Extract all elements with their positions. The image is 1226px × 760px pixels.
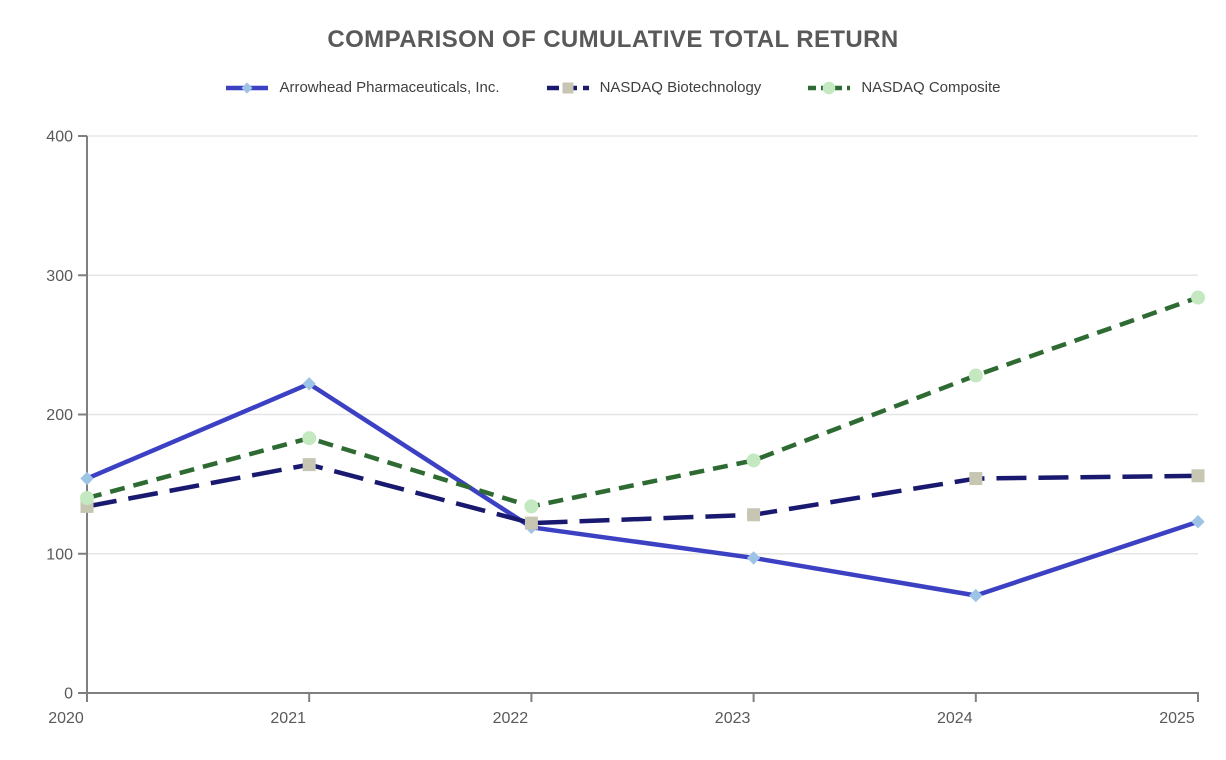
data-point-square [302, 458, 316, 472]
legend-marker-circle [823, 81, 836, 94]
legend-label: NASDAQ Biotechnology [599, 79, 762, 96]
legend-line-diamond-icon [226, 81, 269, 94]
x-tick-label: 2020 [48, 710, 84, 727]
x-tick-label: 2023 [715, 710, 751, 727]
data-point-diamond [80, 471, 94, 486]
chart-title: COMPARISON OF CUMULATIVE TOTAL RETURN [327, 26, 899, 53]
legend-label: NASDAQ Composite [861, 79, 1001, 96]
data-point-circle [524, 499, 539, 514]
y-tick-label: 300 [46, 268, 73, 285]
x-tick-label: 2025 [1159, 710, 1195, 727]
data-point-diamond [746, 551, 761, 565]
series-nasdaq-composite [80, 290, 1205, 514]
series-line [86, 462, 1199, 526]
legend-marker-square [562, 82, 574, 93]
data-point-diamond [302, 377, 316, 391]
legend-label: Arrowhead Pharmaceuticals, Inc. [279, 79, 500, 96]
data-point-circle [746, 453, 761, 468]
legend-item-nasdaq-biotechnology: NASDAQ Biotechnology [546, 79, 762, 96]
series-nasdaq-biotechnology [80, 458, 1205, 530]
legend-item-arrowhead-pharmaceuticals: Arrowhead Pharmaceuticals, Inc. [225, 79, 500, 96]
data-point-circle [968, 368, 983, 383]
legend-line-square-icon [546, 82, 589, 93]
data-point-square [524, 516, 538, 530]
y-tick-label: 200 [46, 407, 73, 424]
y-tick-label: 100 [46, 546, 73, 563]
data-point-square [1191, 469, 1205, 483]
data-point-diamond [969, 588, 983, 603]
data-point-circle [302, 431, 317, 446]
y-tick-label: 0 [64, 686, 73, 703]
data-point-circle [1191, 290, 1205, 305]
x-tick-label: 2021 [270, 710, 306, 727]
data-point-square [747, 508, 761, 522]
data-point-square [969, 472, 983, 486]
legend-item-nasdaq-composite: NASDAQ Composite [807, 79, 1001, 96]
x-tick-label: 2024 [937, 710, 973, 727]
series-arrowhead-pharmaceuticals-inc [80, 377, 1205, 603]
data-point-circle [80, 491, 94, 506]
legend-line-circle-icon [808, 81, 851, 94]
legend-marker-diamond [241, 81, 254, 94]
chart-legend: Arrowhead Pharmaceuticals, Inc. NASDAQ B… [0, 79, 1226, 96]
x-tick-label: 2022 [493, 710, 529, 727]
data-point-diamond [1191, 515, 1205, 529]
series-line [86, 381, 1199, 598]
y-tick-label: 400 [46, 129, 73, 146]
series-line [86, 295, 1199, 509]
